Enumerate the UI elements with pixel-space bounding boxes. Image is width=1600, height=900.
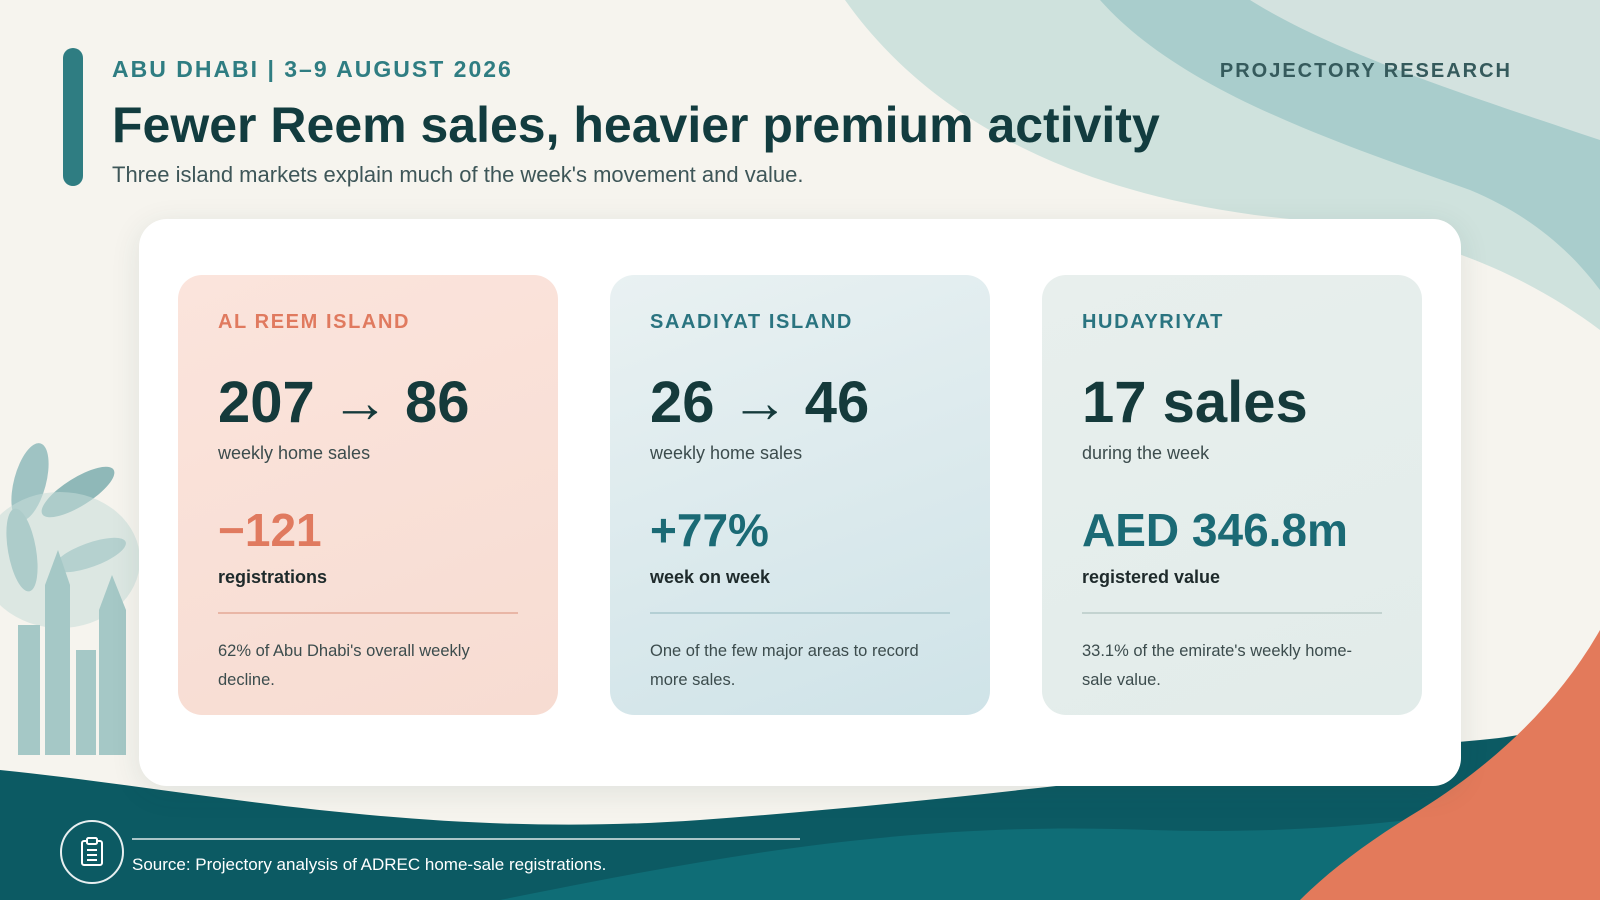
card-label: AL REEM ISLAND	[218, 311, 411, 333]
card-label: SAADIYAT ISLAND	[650, 311, 853, 333]
card-headline-figure: 17 sales	[1082, 370, 1308, 435]
card-secondary-figure: −121	[218, 504, 322, 556]
card-headline-figure: 26 → 46	[650, 370, 870, 435]
card-note: 33.1% of the emirate's weekly home-sale …	[1082, 642, 1353, 689]
card-headline-figure: 207 → 86	[218, 370, 470, 435]
accent-bar	[63, 48, 83, 186]
card-note: 62% of Abu Dhabi's overall weekly declin…	[218, 642, 470, 689]
page-title: Fewer Reem sales, heavier premium activi…	[112, 97, 1160, 153]
card-headline-caption: during the week	[1082, 443, 1210, 463]
card-headline-caption: weekly home sales	[650, 443, 803, 463]
card-note: One of the few major areas to record mor…	[650, 642, 919, 689]
brand-name: PROJECTORY RESEARCH	[1219, 60, 1512, 82]
source-note: Source: Projectory analysis of ADREC hom…	[132, 855, 607, 874]
card-al-reem-island: AL REEM ISLAND 207 → 86 weekly home sale…	[178, 275, 558, 715]
card-secondary-figure: +77%	[650, 504, 769, 556]
card-saadiyat-island: SAADIYAT ISLAND 26 → 46 weekly home sale…	[610, 275, 990, 715]
card-secondary-caption: week on week	[650, 567, 771, 587]
card-divider	[1082, 612, 1382, 614]
cards-panel: AL REEM ISLAND 207 → 86 weekly home sale…	[139, 219, 1461, 786]
card-hudayriyat: HUDAYRIYAT 17 sales during the week AED …	[1042, 275, 1422, 715]
card-label: HUDAYRIYAT	[1082, 311, 1224, 333]
card-secondary-caption: registered value	[1082, 567, 1221, 587]
footer-divider	[132, 838, 800, 840]
card-divider	[218, 612, 518, 614]
card-headline-caption: weekly home sales	[218, 443, 371, 463]
card-divider	[650, 612, 950, 614]
clipboard-icon	[60, 820, 124, 884]
card-secondary-figure: AED 346.8m	[1082, 504, 1348, 556]
page-subtitle: Three island markets explain much of the…	[112, 162, 804, 187]
card-secondary-caption: registrations	[218, 567, 328, 587]
location-date-kicker: ABU DHABI | 3–9 AUGUST 2026	[112, 56, 513, 82]
